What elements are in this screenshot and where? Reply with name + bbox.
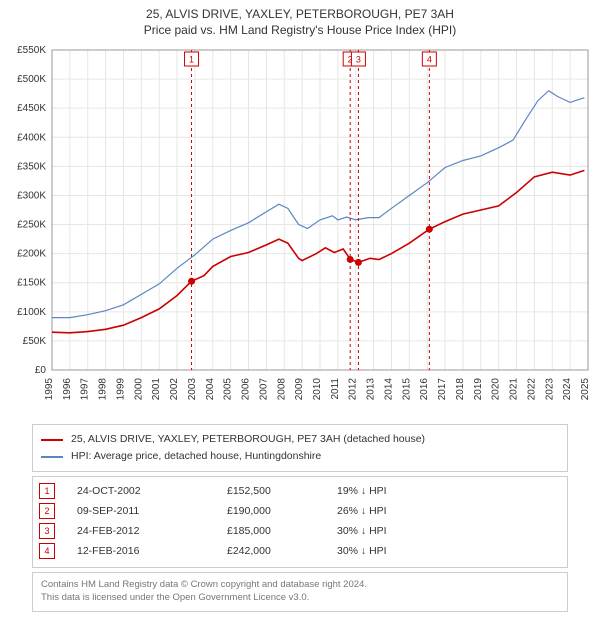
- table-row: 3 24-FEB-2012 £185,000 30% ↓ HPI: [39, 521, 561, 541]
- svg-text:3: 3: [356, 55, 361, 65]
- svg-text:1995: 1995: [44, 378, 55, 401]
- svg-text:2007: 2007: [258, 378, 269, 401]
- footnote-line-1: Contains HM Land Registry data © Crown c…: [41, 579, 559, 592]
- svg-text:£500K: £500K: [17, 74, 46, 85]
- svg-text:2016: 2016: [419, 378, 430, 401]
- sale-date: 09-SEP-2011: [77, 505, 227, 517]
- svg-text:2006: 2006: [241, 378, 252, 401]
- svg-text:£0: £0: [35, 365, 47, 376]
- svg-text:£150K: £150K: [17, 278, 46, 289]
- chart-svg: £0 £50K £100K £150K £200K £250K £300K £350K £400…: [0, 38, 600, 418]
- svg-text:£250K: £250K: [17, 220, 46, 231]
- sale-diff: 26% ↓ HPI: [337, 505, 561, 517]
- svg-text:2017: 2017: [437, 378, 448, 401]
- sale-diff: 30% ↓ HPI: [337, 525, 561, 537]
- svg-text:£50K: £50K: [23, 336, 47, 347]
- chart-title: 25, ALVIS DRIVE, YAXLEY, PETERBOROUGH, P…: [0, 0, 600, 38]
- sale-date: 24-OCT-2002: [77, 485, 227, 497]
- svg-text:£550K: £550K: [17, 45, 46, 56]
- svg-text:2005: 2005: [223, 378, 234, 401]
- svg-text:£450K: £450K: [17, 104, 46, 115]
- svg-text:1999: 1999: [115, 378, 126, 401]
- svg-text:4: 4: [427, 55, 432, 65]
- sale-date: 12-FEB-2016: [77, 545, 227, 557]
- sales-table: 1 24-OCT-2002 £152,500 19% ↓ HPI 2 09-SE…: [32, 476, 568, 568]
- price-chart: £0 £50K £100K £150K £200K £250K £300K £350K £400…: [0, 38, 600, 418]
- legend-swatch-blue: [41, 456, 63, 458]
- svg-text:2014: 2014: [383, 378, 394, 401]
- legend: 25, ALVIS DRIVE, YAXLEY, PETERBOROUGH, P…: [32, 424, 568, 472]
- svg-text:2019: 2019: [473, 378, 484, 401]
- svg-text:£200K: £200K: [17, 249, 46, 260]
- title-line-1: 25, ALVIS DRIVE, YAXLEY, PETERBOROUGH, P…: [0, 6, 600, 22]
- svg-text:2020: 2020: [491, 378, 502, 401]
- svg-text:2001: 2001: [151, 378, 162, 401]
- title-line-2: Price paid vs. HM Land Registry's House …: [0, 22, 600, 38]
- table-row: 1 24-OCT-2002 £152,500 19% ↓ HPI: [39, 481, 561, 501]
- svg-text:2003: 2003: [187, 378, 198, 401]
- footnote-line-2: This data is licensed under the Open Gov…: [41, 592, 559, 605]
- svg-text:2004: 2004: [205, 378, 216, 401]
- svg-text:2002: 2002: [169, 378, 180, 401]
- svg-text:1996: 1996: [62, 378, 73, 401]
- svg-text:2018: 2018: [455, 378, 466, 401]
- svg-text:2000: 2000: [133, 378, 144, 401]
- svg-text:2009: 2009: [294, 378, 305, 401]
- sale-badge-4: 4: [39, 543, 55, 559]
- legend-swatch-red: [41, 439, 63, 441]
- legend-item-red: 25, ALVIS DRIVE, YAXLEY, PETERBOROUGH, P…: [41, 431, 559, 448]
- svg-text:2023: 2023: [544, 378, 555, 401]
- sale-price: £152,500: [227, 485, 337, 497]
- footnote: Contains HM Land Registry data © Crown c…: [32, 572, 568, 612]
- svg-text:2025: 2025: [580, 378, 591, 401]
- sale-diff: 19% ↓ HPI: [337, 485, 561, 497]
- table-row: 2 09-SEP-2011 £190,000 26% ↓ HPI: [39, 501, 561, 521]
- svg-text:£350K: £350K: [17, 162, 46, 173]
- svg-text:2008: 2008: [276, 378, 287, 401]
- svg-text:2012: 2012: [348, 378, 359, 401]
- sale-date: 24-FEB-2012: [77, 525, 227, 537]
- sale-badge-3: 3: [39, 523, 55, 539]
- svg-text:2015: 2015: [401, 378, 412, 401]
- sale-price: £185,000: [227, 525, 337, 537]
- svg-text:2022: 2022: [526, 378, 537, 401]
- table-row: 4 12-FEB-2016 £242,000 30% ↓ HPI: [39, 541, 561, 561]
- svg-text:£300K: £300K: [17, 191, 46, 202]
- legend-label-red: 25, ALVIS DRIVE, YAXLEY, PETERBOROUGH, P…: [71, 431, 425, 448]
- sale-price: £190,000: [227, 505, 337, 517]
- svg-text:2024: 2024: [562, 378, 573, 401]
- legend-label-blue: HPI: Average price, detached house, Hunt…: [71, 448, 321, 465]
- svg-text:£100K: £100K: [17, 307, 46, 318]
- svg-text:1998: 1998: [98, 378, 109, 401]
- svg-text:1997: 1997: [80, 378, 91, 401]
- sale-badge-2: 2: [39, 503, 55, 519]
- svg-text:2011: 2011: [330, 378, 341, 400]
- svg-text:£400K: £400K: [17, 133, 46, 144]
- svg-text:2021: 2021: [509, 378, 520, 401]
- svg-text:2013: 2013: [366, 378, 377, 401]
- svg-text:2010: 2010: [312, 378, 323, 401]
- legend-item-blue: HPI: Average price, detached house, Hunt…: [41, 448, 559, 465]
- sale-diff: 30% ↓ HPI: [337, 545, 561, 557]
- sale-badge-1: 1: [39, 483, 55, 499]
- sale-price: £242,000: [227, 545, 337, 557]
- svg-text:1: 1: [189, 55, 194, 65]
